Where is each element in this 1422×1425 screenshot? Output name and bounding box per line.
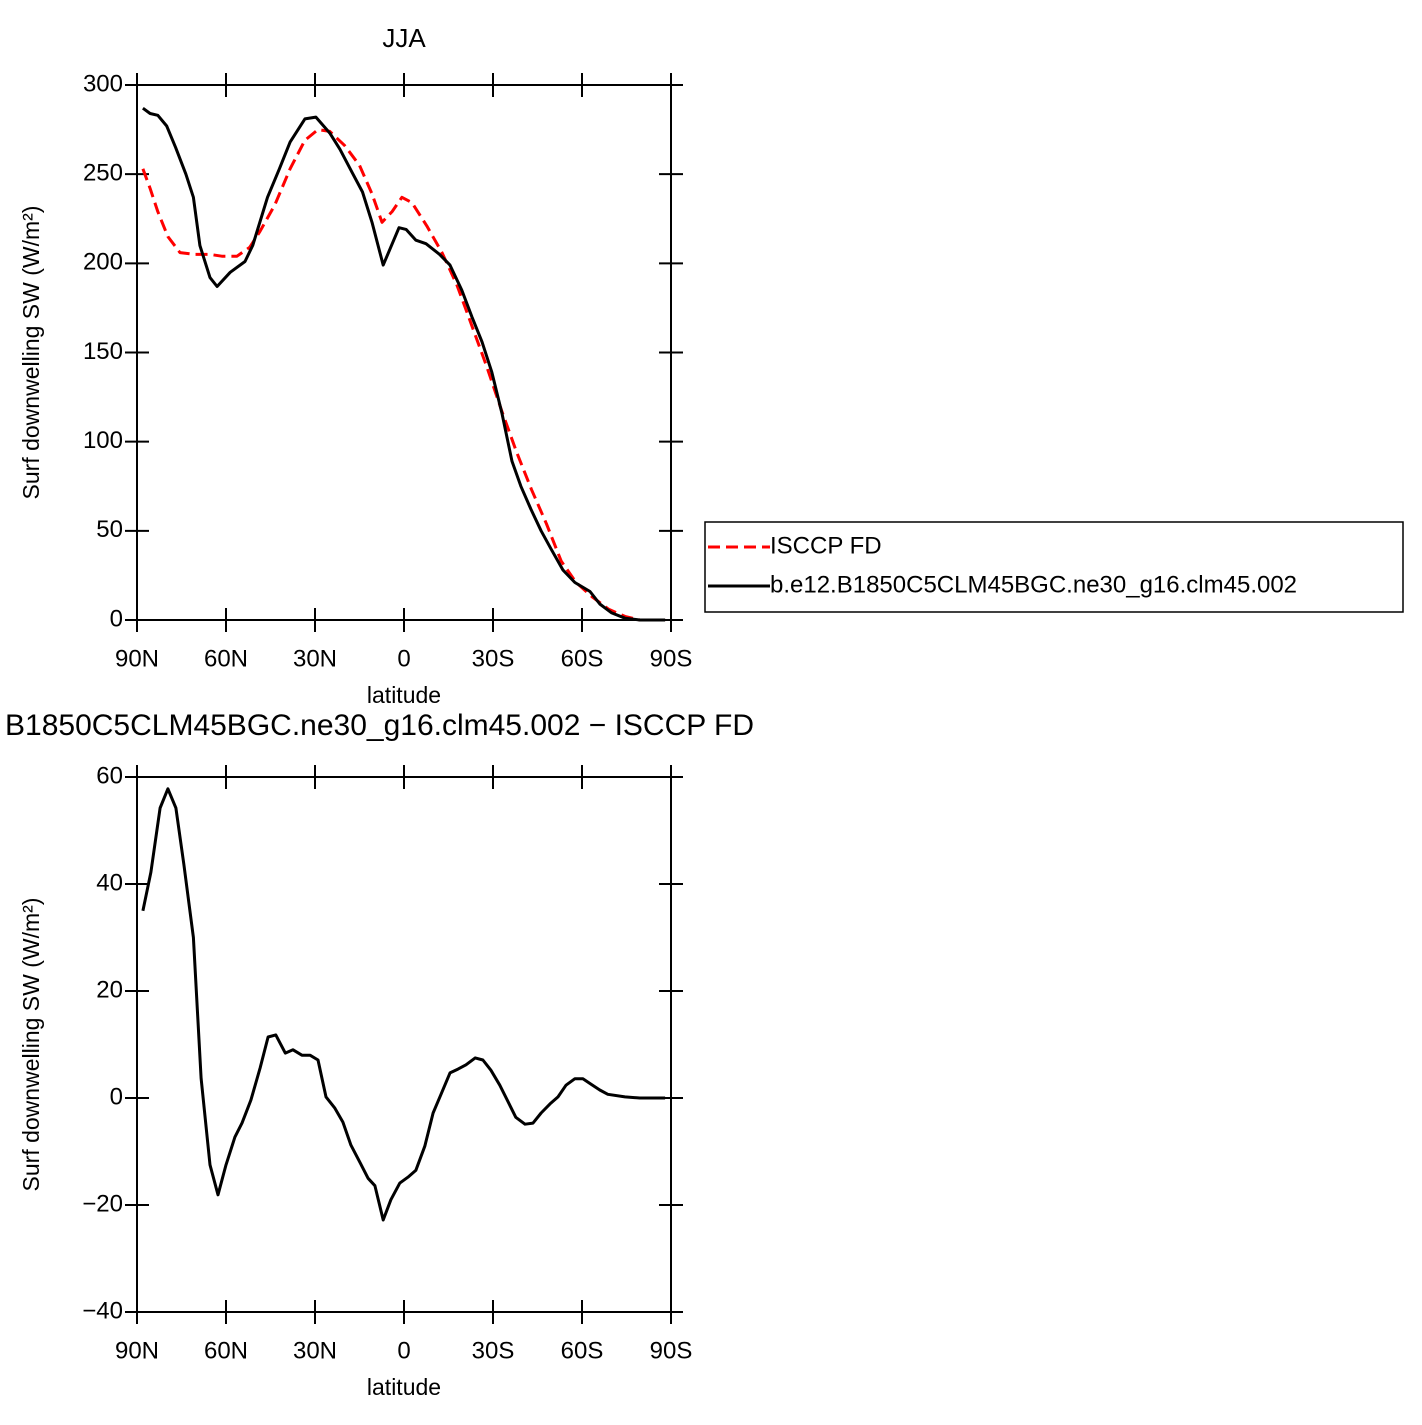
y-tick-label: −20: [82, 1190, 123, 1217]
y-tick-label: 20: [96, 976, 123, 1003]
y-tick-label: 100: [83, 427, 123, 454]
x-tick-label: 60S: [561, 645, 604, 672]
x-tick-label: 0: [397, 645, 410, 672]
x-tick-label: 60N: [204, 1337, 248, 1364]
legend-label: ISCCP FD: [770, 532, 882, 559]
plot-frame: [136, 84, 672, 621]
y-tick-label: −40: [82, 1297, 123, 1324]
chart-title: JJA: [382, 23, 426, 53]
legend-box: [704, 521, 1404, 613]
y-tick-label: 0: [110, 1083, 123, 1110]
y-tick-label: 200: [83, 249, 123, 276]
y-tick-label: 250: [83, 160, 123, 187]
plot-frame: [136, 776, 672, 1313]
x-tick-label: 90S: [650, 1337, 693, 1364]
x-tick-label: 30N: [293, 1337, 337, 1364]
x-tick-label: 60S: [561, 1337, 604, 1364]
data-line: [141, 787, 666, 1222]
y-tick-label: 0: [110, 605, 123, 632]
y-tick-label: 60: [96, 762, 123, 789]
x-axis-title: latitude: [367, 682, 441, 708]
y-axis-title: Surf downwelling SW (W/m²): [18, 206, 44, 500]
y-axis-title: Surf downwelling SW (W/m²): [18, 898, 44, 1192]
x-tick-label: 30S: [472, 645, 515, 672]
x-tick-label: 90S: [650, 645, 693, 672]
data-line: [141, 128, 666, 622]
x-axis-title: latitude: [367, 1374, 441, 1400]
y-tick-label: 150: [83, 338, 123, 365]
legend-label: b.e12.B1850C5CLM45BGC.ne30_g16.clm45.002: [770, 571, 1297, 598]
x-tick-label: 30S: [472, 1337, 515, 1364]
data-line: [142, 106, 666, 622]
x-tick-label: 90N: [115, 645, 159, 672]
x-tick-label: 30N: [293, 645, 337, 672]
x-tick-label: 60N: [204, 645, 248, 672]
chart-title: B1850C5CLM45BGC.ne30_g16.clm45.002 − ISC…: [5, 709, 754, 742]
x-tick-label: 90N: [115, 1337, 159, 1364]
y-tick-label: 50: [96, 516, 123, 543]
x-tick-label: 0: [397, 1337, 410, 1364]
y-tick-label: 40: [96, 869, 123, 896]
y-tick-label: 300: [83, 70, 123, 97]
